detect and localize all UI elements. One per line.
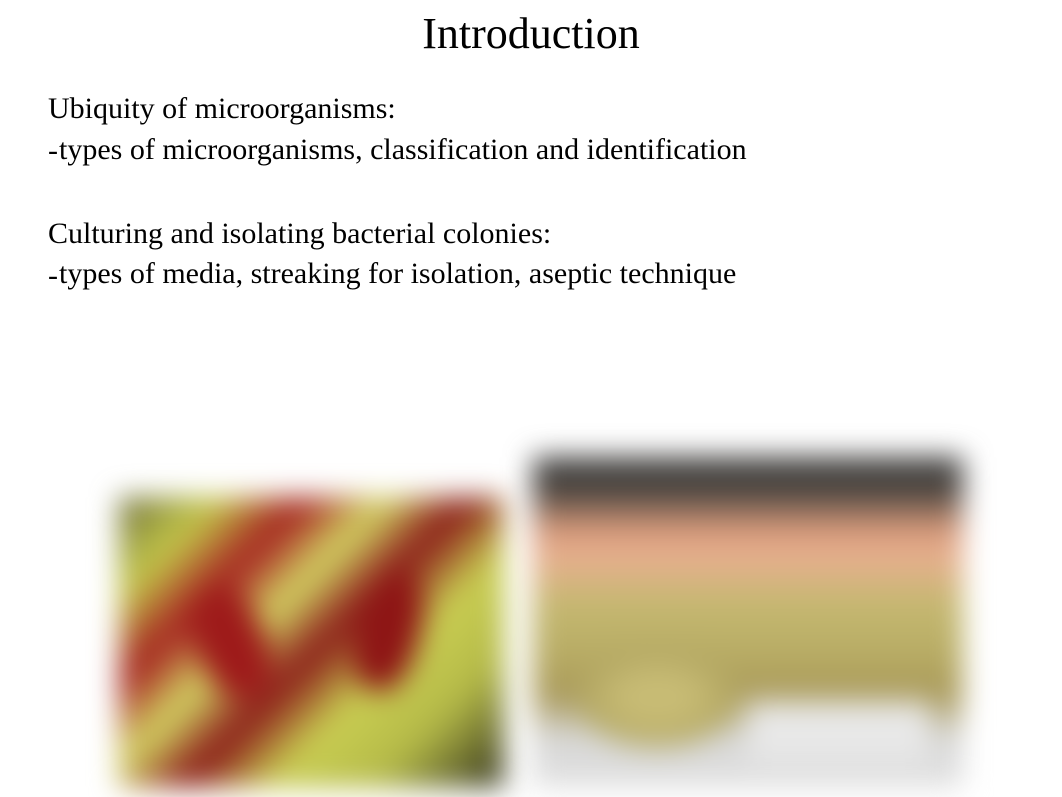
microorganism-image [119, 497, 504, 787]
bullet-text: types of media, streaking for isolation,… [59, 257, 736, 290]
slide-content: Ubiquity of microorganisms: -types of mi… [0, 89, 1062, 297]
section-2-bullet-1: -types of media, streaking for isolation… [48, 254, 1014, 296]
culture-media-image [533, 457, 963, 787]
bullet-text: types of microorganisms, classification … [59, 133, 747, 166]
bullet-dash-icon: - [48, 256, 58, 297]
images-row [0, 457, 1062, 787]
bullet-dash-icon: - [48, 131, 58, 172]
section-1-bullet-1: -types of microorganisms, classification… [48, 130, 1014, 172]
section-2-heading: Culturing and isolating bacterial coloni… [48, 214, 1014, 255]
section-gap [48, 172, 1014, 214]
section-1-heading: Ubiquity of microorganisms: [48, 89, 1014, 130]
section-2: Culturing and isolating bacterial coloni… [48, 214, 1014, 297]
slide-title: Introduction [0, 0, 1062, 89]
section-1: Ubiquity of microorganisms: -types of mi… [48, 89, 1014, 172]
